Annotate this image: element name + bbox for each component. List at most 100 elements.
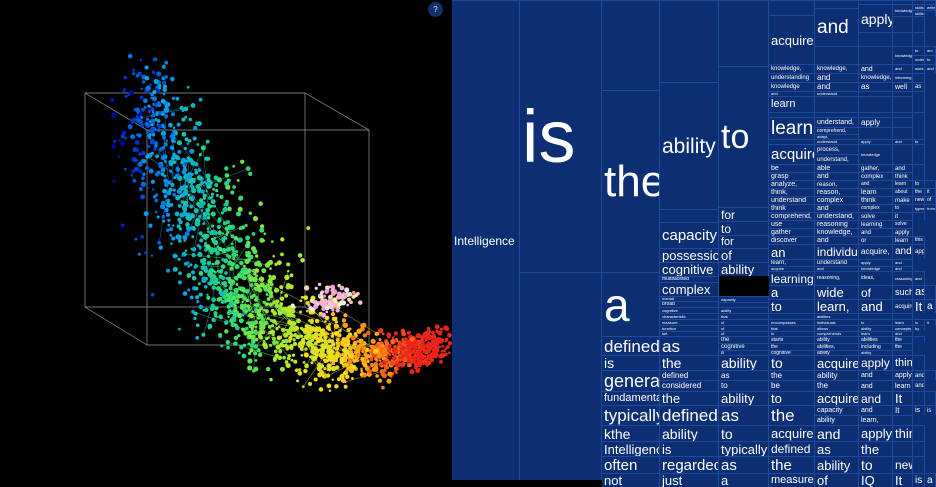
word-tree-cell[interactable]: a — [925, 473, 936, 487]
word-tree-cell[interactable]: understand — [815, 259, 859, 266]
word-tree-cell[interactable]: learning — [859, 220, 893, 228]
word-tree-cell[interactable] — [859, 46, 893, 64]
word-tree-cell[interactable] — [913, 91, 925, 112]
word-tree-cell[interactable]: abilities, — [815, 343, 859, 350]
word-tree-cell[interactable]: acquire — [769, 15, 815, 64]
word-tree-cell[interactable]: possession — [660, 248, 719, 262]
word-tree-cell[interactable]: and — [913, 380, 925, 391]
word-tree-cell[interactable]: and — [815, 172, 859, 180]
word-tree-cell[interactable]: to — [893, 204, 913, 212]
word-tree-cell[interactable]: to — [719, 425, 769, 441]
word-tree-cell[interactable] — [893, 16, 913, 32]
word-tree-cell[interactable]: by — [913, 325, 925, 331]
word-tree-cell[interactable]: discover — [769, 236, 815, 244]
word-tree-cell[interactable]: and — [859, 180, 893, 188]
word-tree-cell[interactable]: think — [769, 204, 815, 212]
word-tree-cell[interactable]: and — [925, 64, 936, 73]
word-tree-cell[interactable]: the — [769, 456, 815, 473]
word-tree-cell[interactable]: the — [859, 441, 893, 456]
word-tree-cell[interactable] — [913, 355, 925, 370]
help-badge[interactable]: ? — [428, 2, 443, 17]
word-tree-cell[interactable]: to — [913, 46, 925, 55]
word-tree-cell[interactable]: acquire, — [769, 144, 815, 164]
word-tree-cell[interactable]: of — [719, 248, 769, 262]
word-tree-cell[interactable]: reason, — [815, 188, 859, 196]
word-tree-cell[interactable]: and — [893, 64, 913, 73]
word-tree-cell[interactable] — [815, 96, 859, 112]
word-tree-cell[interactable]: It — [913, 299, 925, 313]
word-tree-cell[interactable]: generally — [602, 370, 660, 391]
word-tree-cell[interactable] — [893, 127, 913, 139]
word-tree-cell[interactable]: is — [660, 441, 719, 456]
word-tree-cell[interactable]: considered — [660, 380, 719, 391]
word-tree-cell[interactable]: order — [913, 55, 925, 64]
word-tree-cell[interactable]: Intelligence — [452, 0, 520, 480]
word-tree-cell[interactable]: learn — [769, 96, 815, 112]
word-tree-cell[interactable]: and — [859, 299, 893, 313]
word-tree-cell[interactable]: and — [893, 164, 913, 172]
word-tree-cell[interactable]: think — [893, 172, 913, 180]
word-tree-cell[interactable]: well — [893, 82, 913, 91]
word-tree-cell[interactable]: ability — [719, 355, 769, 370]
word-tree-cell[interactable]: it — [925, 319, 936, 325]
word-tree-cell[interactable]: solve — [893, 220, 913, 228]
word-tree-cell[interactable]: knowledge, — [769, 64, 815, 73]
word-tree-cell[interactable]: to — [913, 180, 925, 188]
word-tree-cell[interactable]: new — [913, 196, 925, 204]
word-tree-cell[interactable]: as — [660, 336, 719, 355]
word-tree-cell[interactable]: individual — [815, 244, 859, 259]
word-tree-cell[interactable] — [893, 441, 913, 456]
word-tree-cell[interactable]: understanding — [769, 73, 815, 82]
word-tree-cell[interactable]: understand, — [815, 154, 859, 164]
word-tree-cell[interactable]: ability — [719, 391, 769, 405]
word-tree-cell[interactable]: apply — [859, 117, 893, 127]
word-tree-cell[interactable] — [893, 32, 913, 46]
word-tree-cell[interactable]: the — [769, 405, 815, 425]
word-tree-cell[interactable] — [719, 0, 769, 66]
word-tree-cell[interactable]: the — [913, 188, 925, 196]
word-tree-cell[interactable]: as — [719, 370, 769, 380]
word-tree-cell[interactable] — [520, 272, 602, 480]
word-tree-cell[interactable]: apply — [893, 370, 913, 380]
word-tree-cell[interactable] — [913, 32, 925, 46]
word-tree-cell[interactable]: and — [859, 64, 893, 73]
word-tree-cell[interactable]: to — [719, 380, 769, 391]
word-tree-cell[interactable]: ideas, — [859, 271, 893, 285]
word-tree-cell[interactable]: and — [815, 8, 859, 46]
word-tree-cell[interactable]: and — [815, 73, 859, 82]
word-tree-cell[interactable]: as — [815, 441, 859, 456]
word-tree-cell[interactable]: reason, — [815, 180, 859, 188]
word-tree-cell[interactable]: and — [815, 204, 859, 212]
word-tree-cell[interactable] — [893, 415, 913, 425]
word-tree-cell[interactable]: an — [769, 244, 815, 259]
word-tree-cell[interactable] — [769, 0, 815, 15]
word-tree-cell[interactable]: is — [913, 405, 925, 415]
word-tree-cell[interactable]: learn — [859, 188, 893, 196]
word-tree-cell[interactable]: not — [602, 473, 660, 487]
word-tree-cell[interactable] — [925, 10, 936, 16]
word-tree-cell[interactable]: ability — [815, 336, 859, 343]
word-tree-cell[interactable]: the — [769, 370, 815, 380]
word-tree-cell[interactable]: fundamentally — [602, 391, 660, 405]
word-tree-cell[interactable]: this — [913, 236, 925, 244]
word-tree-cell[interactable]: ability — [815, 415, 859, 425]
scatter3d-canvas[interactable] — [0, 0, 452, 480]
word-tree-cell[interactable]: a — [719, 473, 769, 487]
word-tree-cell[interactable] — [913, 144, 925, 164]
word-tree-cell[interactable] — [893, 117, 913, 127]
word-tree-cell[interactable]: process, — [815, 144, 859, 154]
word-tree-cell[interactable]: defined — [660, 405, 719, 425]
word-tree-cell[interactable]: to — [859, 456, 893, 473]
word-tree-cell[interactable]: as — [913, 285, 925, 299]
word-tree-cell[interactable]: knowledge, — [893, 46, 913, 64]
word-tree-cell[interactable] — [913, 336, 925, 343]
word-tree-cell[interactable]: learn — [893, 180, 913, 188]
word-tree-cell[interactable] — [859, 32, 893, 46]
word-tree-cell[interactable]: is — [520, 0, 602, 272]
word-tree-cell[interactable]: learn, — [815, 299, 859, 313]
word-tree-cell[interactable] — [913, 73, 925, 82]
word-tree-cell[interactable]: to — [719, 66, 769, 207]
word-tree-cell[interactable]: work — [913, 64, 925, 73]
word-tree-cell[interactable] — [602, 0, 660, 90]
word-tree-cell[interactable]: comprehend, — [769, 212, 815, 220]
